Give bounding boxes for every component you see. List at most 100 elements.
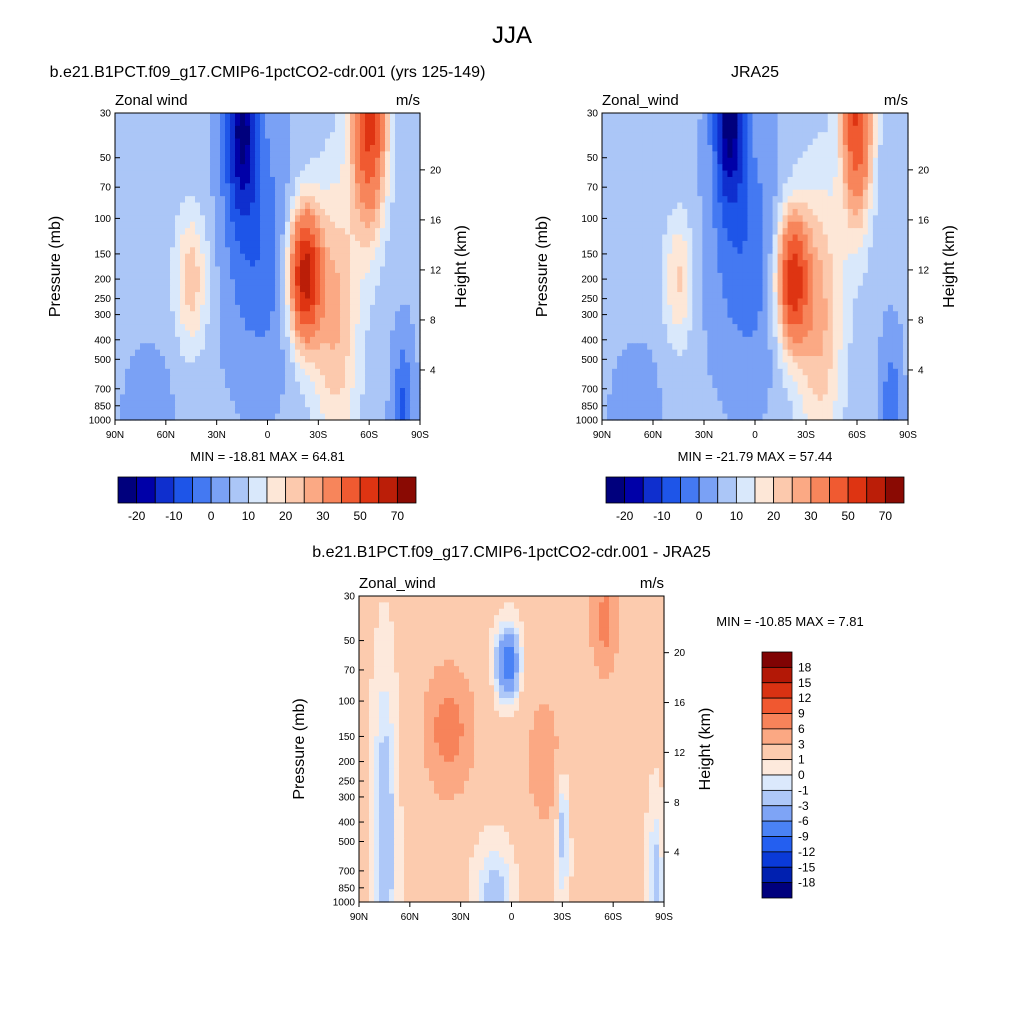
field-cell [300,407,306,415]
field-cell [607,196,613,204]
field-cell [320,407,326,415]
field-cell [325,356,331,364]
field-cell [862,240,869,248]
field-cell [857,215,864,223]
field-cell [355,292,361,300]
field-cell [657,234,663,242]
field-cell [892,234,899,242]
field-cell [395,304,401,312]
field-cell [772,183,779,191]
field-cell [842,125,849,133]
field-cell [310,144,316,152]
field-cell [782,234,789,242]
field-cell [375,400,381,408]
field-cell [365,407,371,415]
field-cell [882,311,889,319]
field-cell [120,362,126,370]
field-cell [792,285,799,293]
field-cell [370,221,376,229]
field-cell [757,285,764,293]
field-cell [897,260,904,268]
field-cell [697,228,703,236]
field-cell [315,330,321,338]
field-cell [145,113,151,120]
field-cell [832,196,839,204]
field-cell [125,221,131,229]
field-cell [145,144,151,152]
field-cell [200,298,206,306]
field-cell [817,272,824,280]
field-cell [255,189,261,197]
field-cell [742,176,749,184]
field-cell [125,240,131,248]
field-cell [140,311,146,319]
field-cell [762,196,769,204]
field-cell [170,228,176,236]
field-cell [310,266,316,274]
field-cell [877,304,884,312]
field-cell [345,260,351,268]
field-cell [225,343,231,351]
field-cell [245,247,251,255]
field-cell [400,349,406,357]
field-cell [230,413,236,421]
field-cell [190,279,196,287]
field-cell [220,253,226,261]
field-cell [130,324,136,332]
field-cell [205,253,211,261]
field-cell [340,330,346,338]
field-cell [315,388,321,396]
field-cell [762,119,769,127]
field-cell [722,304,729,312]
field-cell [807,125,814,133]
field-cell [290,215,296,223]
field-cell [772,266,779,274]
field-cell [220,151,226,159]
field-cell [205,221,211,229]
field-cell [807,189,814,197]
field-cell [832,266,839,274]
field-cell [370,343,376,351]
field-cell [762,272,769,280]
field-cell [897,253,904,261]
field-cell [355,317,361,325]
field-cell [265,138,271,146]
field-cell [692,253,698,261]
field-cell [265,362,271,370]
field-cell [622,298,628,306]
field-cell [330,407,336,415]
field-cell [642,113,648,120]
field-cell [255,266,261,274]
field-cell [400,311,406,319]
field-cell [742,164,749,172]
field-cell [902,202,909,210]
field-cell [300,394,306,402]
colorbar-swatch [229,476,249,504]
field-cell [260,317,266,325]
field-cell [365,388,371,396]
field-cell [185,349,191,357]
field-cell [350,113,356,120]
field-cell [662,189,668,197]
field-cell [315,304,321,312]
field-cell [802,189,809,197]
field-cell [647,228,653,236]
field-cell [857,151,864,159]
field-cell [757,183,764,191]
field-cell [175,292,181,300]
field-cell [652,292,658,300]
field-cell [170,183,176,191]
field-cell [205,196,211,204]
field-cell [757,202,764,210]
field-cell [140,362,146,370]
field-cell [807,311,814,319]
field-cell [295,144,301,152]
field-cell [320,279,326,287]
field-cell [325,343,331,351]
field-cell [792,292,799,300]
field-cell [340,317,346,325]
field-cell [837,279,844,287]
y-right-tick-label: 16 [430,215,442,226]
field-cell [822,234,829,242]
field-cell [265,202,271,210]
